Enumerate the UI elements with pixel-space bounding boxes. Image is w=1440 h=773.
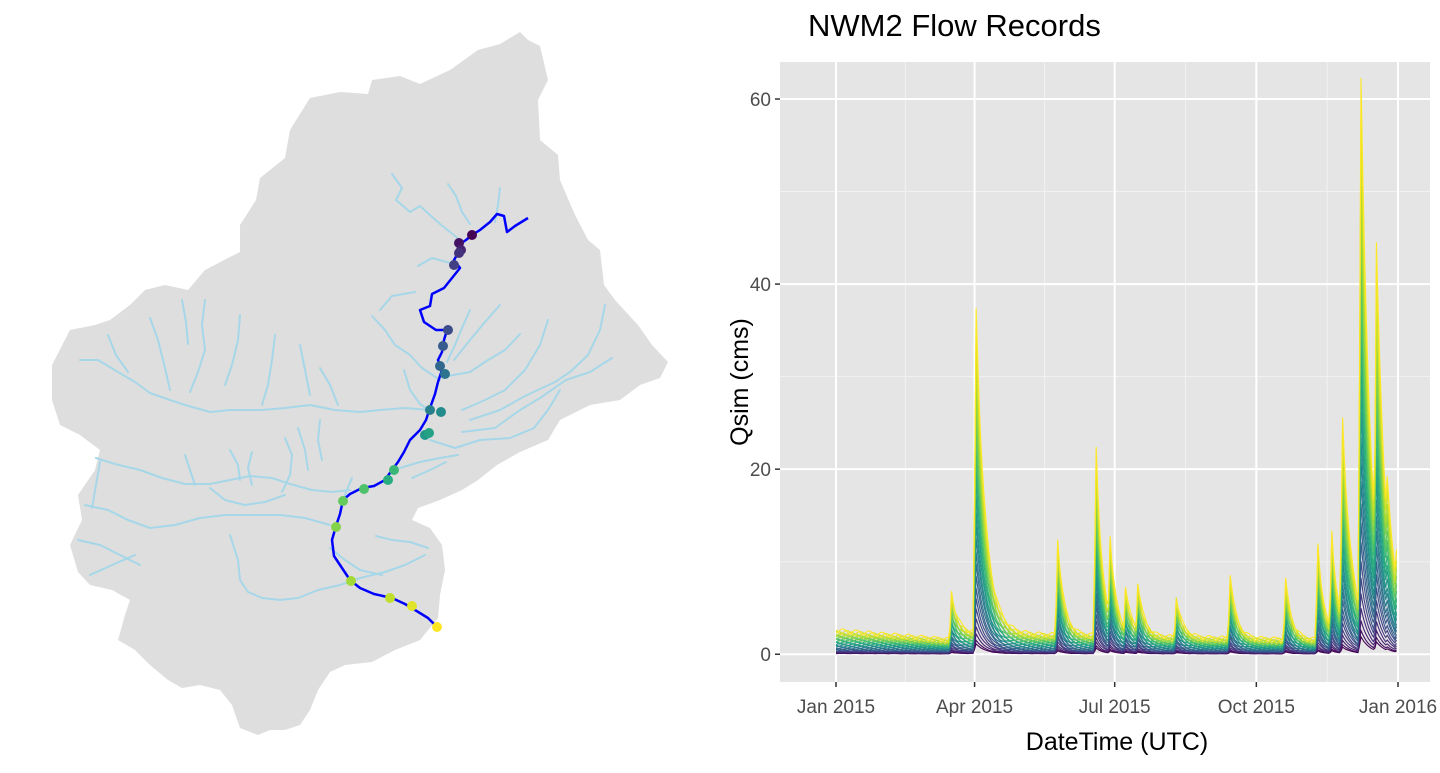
gauge-point xyxy=(424,428,434,438)
x-tick-label: Apr 2015 xyxy=(936,697,1013,718)
watershed-map-panel xyxy=(0,0,720,768)
gauge-point xyxy=(389,465,399,475)
flow-series-line xyxy=(835,387,1398,650)
y-tick-label: 40 xyxy=(750,275,771,296)
gauge-point xyxy=(438,341,448,351)
gauge-point xyxy=(407,601,417,611)
axes: 0 20 40 60 Jan 2015 Apr 2015 Jul 2015 Oct 2015 J… xyxy=(750,90,1437,718)
x-tick-label: Jan 2016 xyxy=(1359,697,1437,718)
gauge-point xyxy=(454,248,464,258)
chart-title: NWM2 Flow Records xyxy=(808,8,1101,43)
watershed-boundary xyxy=(52,32,668,735)
gauge-point xyxy=(385,593,395,603)
watershed-map xyxy=(52,32,668,735)
gauge-point xyxy=(338,496,348,506)
gauge-point xyxy=(346,576,356,586)
gauge-points xyxy=(331,230,477,632)
gauge-point xyxy=(467,230,477,240)
x-tick-label: Oct 2015 xyxy=(1218,697,1295,718)
tributary-streams xyxy=(77,173,613,601)
flow-chart-panel: NWM2 Flow Records 0 20 40 60 Jan 2015 Apr 201… xyxy=(720,0,1440,768)
y-tick-label: 20 xyxy=(750,460,771,481)
gauge-point xyxy=(383,475,393,485)
flow-series-line xyxy=(835,458,1398,651)
x-tick-label: Jan 2015 xyxy=(797,697,875,718)
gauge-point xyxy=(331,522,341,532)
series-lines xyxy=(835,77,1398,655)
gauge-point xyxy=(425,405,435,415)
gauge-point xyxy=(443,325,453,335)
y-axis-label: Qsim (cms) xyxy=(726,318,754,446)
gauge-point xyxy=(432,622,442,632)
x-axis-label: DateTime (UTC) xyxy=(1026,728,1208,756)
gauge-point xyxy=(359,484,369,494)
gauge-point xyxy=(440,369,450,379)
gauge-point xyxy=(435,361,445,371)
gauge-point xyxy=(436,407,446,417)
plot-background xyxy=(780,62,1430,682)
gauge-point xyxy=(449,260,459,270)
flow-series-line xyxy=(835,77,1398,644)
y-tick-label: 60 xyxy=(750,90,771,111)
flow-chart: 0 20 40 60 Jan 2015 Apr 2015 Jul 2015 Oct 2015 J… xyxy=(726,62,1437,756)
y-tick-label: 0 xyxy=(760,645,771,666)
x-tick-label: Jul 2015 xyxy=(1079,697,1151,718)
